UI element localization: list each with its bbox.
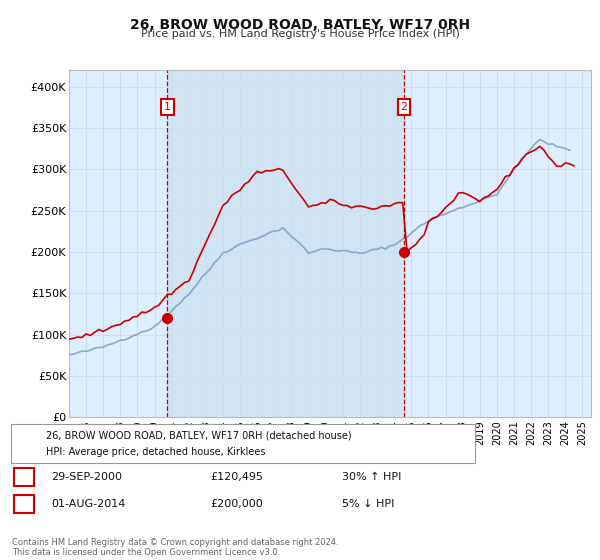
Text: 1: 1 [164, 102, 171, 112]
Text: 29-SEP-2000: 29-SEP-2000 [51, 472, 122, 482]
Text: 01-AUG-2014: 01-AUG-2014 [51, 499, 125, 509]
Text: £120,495: £120,495 [210, 472, 263, 482]
Text: 26, BROW WOOD ROAD, BATLEY, WF17 0RH (detached house): 26, BROW WOOD ROAD, BATLEY, WF17 0RH (de… [46, 431, 352, 441]
Text: 5% ↓ HPI: 5% ↓ HPI [342, 499, 394, 509]
Text: £200,000: £200,000 [210, 499, 263, 509]
Text: 1: 1 [20, 472, 28, 482]
Bar [167, 70, 404, 417]
Text: 2: 2 [401, 102, 407, 112]
Text: 30% ↑ HPI: 30% ↑ HPI [342, 472, 401, 482]
Text: Contains HM Land Registry data © Crown copyright and database right 2024.
This d: Contains HM Land Registry data © Crown c… [12, 538, 338, 557]
Text: 2: 2 [20, 499, 28, 509]
Text: Price paid vs. HM Land Registry's House Price Index (HPI): Price paid vs. HM Land Registry's House … [140, 29, 460, 39]
Text: 26, BROW WOOD ROAD, BATLEY, WF17 0RH: 26, BROW WOOD ROAD, BATLEY, WF17 0RH [130, 18, 470, 32]
Text: HPI: Average price, detached house, Kirklees: HPI: Average price, detached house, Kirk… [46, 447, 266, 457]
